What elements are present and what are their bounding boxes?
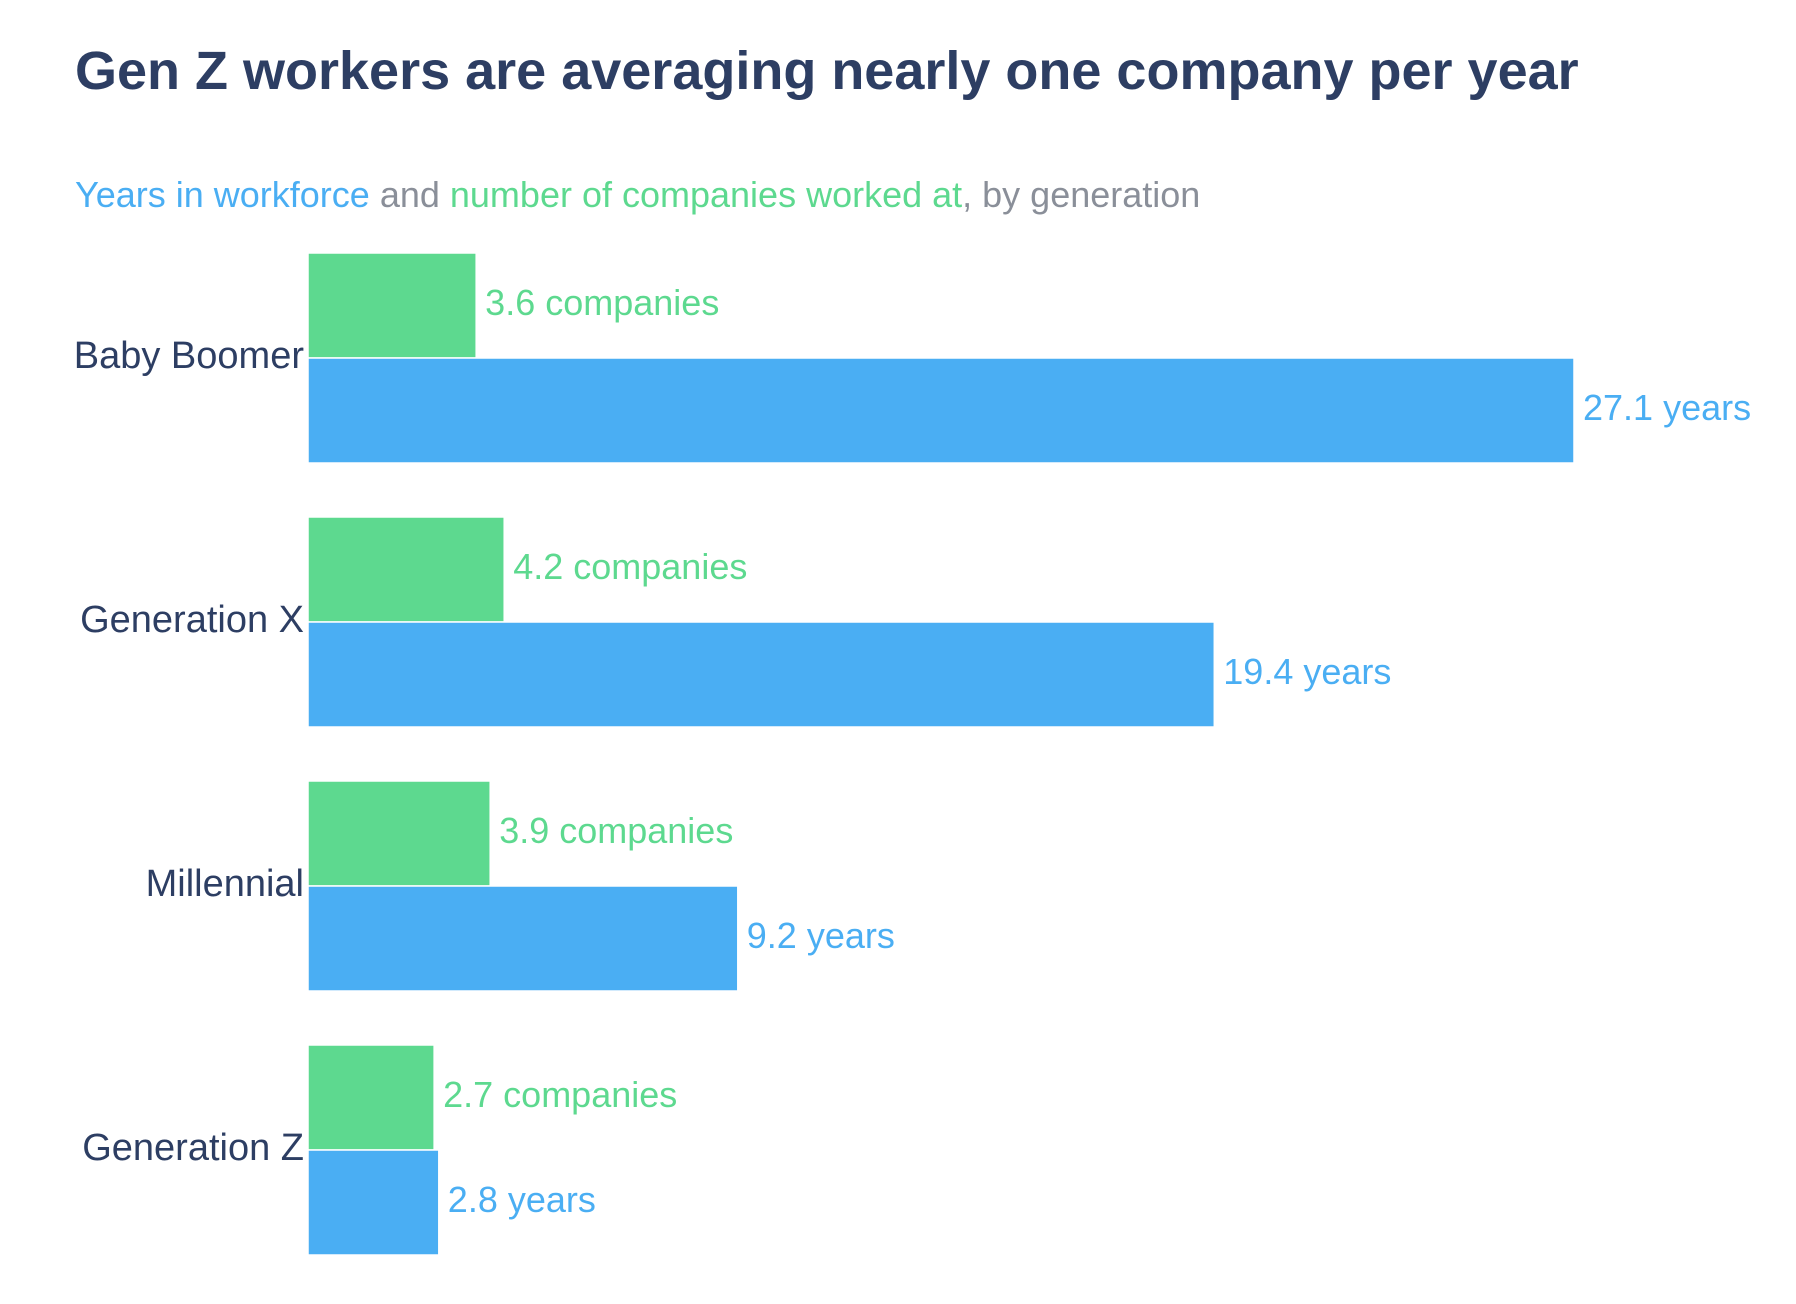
bar-companies-baby-boomer [307, 252, 477, 359]
data-label-companies-generation-x: 4.2 companies [513, 546, 747, 587]
chart-subtitle: Years in workforce and number of compani… [75, 174, 1200, 216]
subtitle-connector: and [369, 174, 450, 215]
data-label-years-generation-x: 19.4 years [1223, 651, 1391, 692]
data-label-years-millennial: 9.2 years [747, 915, 895, 956]
category-label-generation-z: Generation Z [82, 1127, 304, 1169]
bar-years-generation-x [307, 621, 1216, 728]
bar-years-baby-boomer [307, 357, 1575, 464]
data-label-years-generation-z: 2.8 years [448, 1179, 596, 1220]
category-label-millennial: Millennial [146, 863, 304, 905]
data-label-companies-generation-z: 2.7 companies [443, 1074, 677, 1115]
data-label-companies-millennial: 3.9 companies [499, 810, 733, 851]
bar-years-generation-z [307, 1149, 440, 1256]
bar-companies-millennial [307, 780, 491, 887]
chart-title: Gen Z workers are averaging nearly one c… [75, 41, 1579, 101]
data-label-companies-baby-boomer: 3.6 companies [485, 282, 719, 323]
category-label-baby-boomer: Baby Boomer [74, 335, 305, 377]
bar-companies-generation-x [307, 516, 505, 623]
data-label-years-baby-boomer: 27.1 years [1583, 387, 1751, 428]
subtitle-suffix: , by generation [962, 174, 1201, 215]
bar-companies-generation-z [307, 1044, 435, 1151]
category-label-generation-x: Generation X [80, 599, 304, 641]
subtitle-years-label: Years in workforce [75, 174, 370, 215]
bar-years-millennial [307, 885, 739, 992]
subtitle-companies-label: number of companies worked at [449, 174, 963, 215]
